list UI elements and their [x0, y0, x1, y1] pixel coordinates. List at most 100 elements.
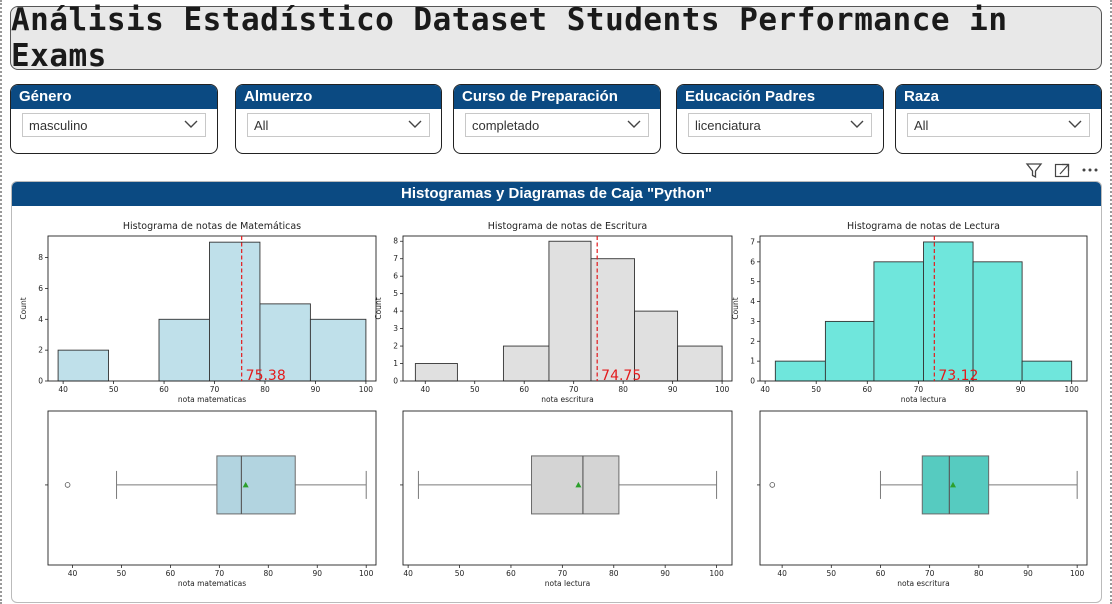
y-tick-label: 7 — [750, 237, 755, 246]
outlier-point — [64, 482, 71, 488]
more-options-icon[interactable] — [1080, 160, 1100, 180]
y-tick-label: 2 — [750, 337, 755, 346]
x-axis-label: nota matematicas — [178, 395, 246, 404]
y-tick-label: 6 — [750, 257, 755, 266]
histogram-bar — [414, 363, 458, 382]
y-tick-label: 8 — [38, 253, 43, 262]
histogram-bar — [209, 241, 261, 382]
x-tick-label: 80 — [264, 569, 274, 578]
x-tick-label: 90 — [1016, 385, 1026, 394]
slicer-raza-dropdown[interactable]: All — [907, 113, 1090, 137]
y-tick-label: 0 — [38, 377, 43, 386]
chevron-down-icon — [1068, 120, 1082, 128]
x-tick-label: 100 — [709, 569, 724, 578]
page-border-left — [0, 0, 2, 604]
x-tick-label: 100 — [1065, 385, 1080, 394]
page-border-right — [1110, 0, 1112, 604]
x-tick-label: 70 — [925, 569, 935, 578]
y-tick-label: 0 — [750, 377, 755, 386]
slicer-almuerzo-dropdown[interactable]: All — [247, 113, 430, 137]
x-tick-label: 100 — [1070, 569, 1085, 578]
x-tick-label: 50 — [470, 385, 480, 394]
y-tick-label: 0 — [393, 377, 398, 386]
x-tick-label: 100 — [359, 385, 374, 394]
slicer-curso-value: completado — [472, 118, 540, 133]
x-tick-label: 100 — [359, 569, 374, 578]
slicer-raza: Raza All — [895, 84, 1102, 154]
slicer-almuerzo: Almuerzo All — [235, 84, 442, 154]
slicer-almuerzo-value: All — [254, 118, 269, 133]
x-tick-label: 40 — [403, 569, 413, 578]
histogram-bar — [972, 261, 1023, 382]
chevron-down-icon — [627, 120, 641, 128]
x-tick-label: 50 — [811, 385, 821, 394]
slicer-genero-dropdown[interactable]: masculino — [22, 113, 206, 137]
x-tick-label: 70 — [558, 569, 568, 578]
histogram-bar — [677, 345, 723, 382]
x-tick-label: 50 — [109, 385, 119, 394]
slicer-educacion-value: licenciatura — [695, 118, 761, 133]
x-tick-label: 40 — [68, 569, 78, 578]
histogram-axes-frame — [402, 235, 733, 382]
histogram-bar — [548, 240, 592, 382]
x-tick-label: 90 — [1023, 569, 1033, 578]
x-tick-label: 80 — [260, 385, 270, 394]
focus-mode-icon[interactable] — [1053, 160, 1071, 180]
y-tick-label: 4 — [393, 307, 398, 316]
y-tick-label: 8 — [393, 237, 398, 246]
x-tick-label: 90 — [311, 385, 321, 394]
iqr-box — [921, 455, 990, 515]
iqr-box — [216, 455, 296, 515]
x-tick-label: 90 — [668, 385, 678, 394]
slicer-raza-value: All — [914, 118, 929, 133]
histogram-bar — [1021, 360, 1073, 382]
mean-marker — [950, 481, 957, 488]
chevron-down-icon — [408, 120, 422, 128]
histogram-axes-frame — [47, 235, 377, 382]
slicer-curso-label: Curso de Preparación — [454, 85, 660, 109]
x-tick-label: 50 — [117, 569, 127, 578]
y-tick-label: 6 — [38, 284, 43, 293]
x-axis-label: nota escritura — [897, 579, 949, 588]
y-tick-label: 3 — [750, 317, 755, 326]
x-tick-label: 80 — [974, 569, 984, 578]
slicer-curso-preparacion: Curso de Preparación completado — [453, 84, 661, 154]
slicer-educacion-padres: Educación Padres licenciatura — [676, 84, 884, 154]
slicer-educacion-dropdown[interactable]: licenciatura — [688, 113, 872, 137]
x-tick-label: 60 — [159, 385, 169, 394]
y-tick-label: 7 — [393, 254, 398, 263]
outlier-point — [769, 482, 776, 488]
histogram-bar — [774, 360, 826, 382]
y-tick-label: 4 — [750, 297, 755, 306]
mean-label: 73.12 — [938, 368, 978, 384]
slicer-genero: Género masculino — [10, 84, 218, 154]
x-tick-label: 40 — [760, 385, 770, 394]
x-tick-label: 90 — [660, 569, 670, 578]
slicer-curso-dropdown[interactable]: completado — [465, 113, 649, 137]
y-tick-label: 5 — [750, 277, 755, 286]
slicer-genero-value: masculino — [29, 118, 88, 133]
filter-icon[interactable] — [1025, 160, 1043, 180]
y-axis-label: Count — [731, 297, 740, 319]
x-axis-label: nota lectura — [901, 395, 946, 404]
x-tick-label: 60 — [863, 385, 873, 394]
x-tick-label: 100 — [715, 385, 730, 394]
x-tick-label: 60 — [506, 569, 516, 578]
histogram-bar — [590, 258, 635, 382]
python-visual: Histogramas y Diagramas de Caja "Python"… — [11, 181, 1102, 603]
x-tick-label: 50 — [455, 569, 465, 578]
dashboard-title-box: Análisis Estadístico Dataset Students Pe… — [10, 2, 1102, 74]
histogram-title: Histograma de notas de Lectura — [847, 221, 1000, 232]
histogram-bar — [158, 318, 210, 382]
slicer-educacion-label: Educación Padres — [677, 85, 883, 109]
slicer-genero-label: Género — [11, 85, 217, 109]
boxplot-axes-frame — [759, 410, 1088, 566]
x-tick-label: 40 — [58, 385, 68, 394]
x-axis-label: nota matematicas — [178, 579, 246, 588]
x-tick-label: 60 — [876, 569, 886, 578]
chevron-down-icon — [850, 120, 864, 128]
histogram-bar — [57, 349, 110, 382]
slicer-raza-label: Raza — [896, 85, 1101, 109]
